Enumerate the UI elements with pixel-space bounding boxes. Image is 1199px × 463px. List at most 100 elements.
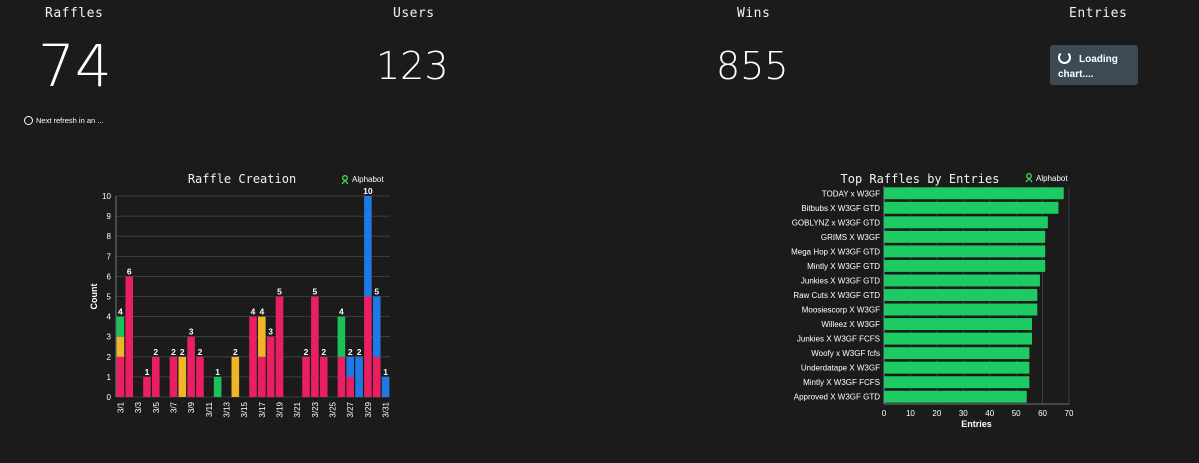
bar-total-label: 2 — [180, 347, 185, 357]
y-tick-label: 8 — [107, 232, 112, 241]
bar-segment — [213, 376, 222, 397]
stat-users-value: 123 — [376, 44, 449, 88]
stat-raffles-label: Raffles — [45, 6, 104, 21]
bar-segment — [364, 296, 372, 397]
category-label: Moosiescorp X W3GF — [802, 306, 880, 315]
alphabot-brand: Alphabot — [352, 175, 384, 184]
chart-title: Top Raffles by Entries — [841, 172, 1000, 186]
category-label: Underdatape X W3GF — [801, 364, 880, 373]
bar-total-label: 10 — [363, 186, 373, 196]
stat-entries-label: Entries — [1069, 6, 1128, 21]
bar-segment — [346, 356, 355, 377]
bar-segment — [169, 356, 178, 397]
x-tick-label: 3/15 — [240, 401, 249, 417]
x-tick-label: 3/23 — [311, 401, 320, 417]
loading-spinner-icon — [1058, 51, 1071, 64]
bar — [884, 332, 1032, 345]
bar — [884, 187, 1064, 200]
x-tick-label: 3/13 — [222, 401, 231, 417]
category-label: Approved X W3GF GTD — [794, 393, 880, 402]
x-tick-label: 3/31 — [382, 401, 391, 417]
y-tick-label: 9 — [107, 212, 112, 221]
bar-total-label: 2 — [304, 347, 309, 357]
bar-total-label: 2 — [321, 347, 326, 357]
category-label: Junkies X W3GF GTD — [801, 276, 880, 285]
bar-segment — [372, 356, 381, 397]
chart-title: Raffle Creation — [188, 172, 296, 186]
bar-total-label: 4 — [118, 307, 123, 317]
category-label: GRIMS X W3GF — [821, 233, 880, 242]
bar-total-label: 4 — [259, 307, 264, 317]
bar — [884, 245, 1046, 258]
y-tick-label: 7 — [107, 252, 112, 261]
x-tick-label: 3/9 — [187, 401, 196, 413]
x-tick-label: 70 — [1065, 409, 1074, 418]
y-tick-label: 10 — [102, 192, 111, 201]
stat-wins-label: Wins — [737, 6, 771, 21]
x-tick-label: 50 — [1012, 409, 1021, 418]
bar-segment — [266, 336, 275, 397]
bar — [884, 376, 1030, 389]
stat-users-label: Users — [393, 6, 435, 21]
bar-segment — [116, 316, 125, 337]
bar-segment — [258, 316, 266, 357]
x-tick-label: 3/11 — [205, 401, 214, 417]
bar-segment — [249, 316, 257, 397]
stat-raffles-value: 74 — [38, 32, 112, 100]
alphabot-logo-icon — [1025, 173, 1033, 183]
bar-total-label: 2 — [153, 347, 158, 357]
bar-segment — [187, 336, 195, 397]
bar — [884, 259, 1046, 272]
bar-segment — [337, 316, 346, 357]
x-axis-label: Entries — [961, 419, 992, 429]
bar — [884, 318, 1032, 331]
y-tick-label: 6 — [107, 272, 112, 281]
bar-segment — [151, 356, 160, 397]
bar-total-label: 2 — [348, 347, 353, 357]
bar-segment — [125, 276, 134, 397]
bar-total-label: 4 — [251, 307, 256, 317]
bar-total-label: 2 — [171, 347, 176, 357]
x-tick-label: 3/1 — [116, 401, 125, 413]
bar-segment — [258, 356, 266, 397]
bar-segment — [196, 356, 204, 397]
x-tick-label: 0 — [882, 409, 887, 418]
category-label: TODAY x W3GF — [822, 189, 880, 198]
x-tick-label: 10 — [906, 409, 915, 418]
x-tick-label: 40 — [985, 409, 994, 418]
clock-icon — [24, 116, 33, 125]
x-tick-label: 3/17 — [258, 401, 267, 417]
x-tick-label: 3/7 — [169, 401, 178, 413]
alphabot-brand: Alphabot — [1036, 174, 1068, 183]
category-label: Mega Hop X W3GF GTD — [791, 247, 880, 256]
bar-segment — [178, 356, 187, 397]
category-label: GOBLYNZ x W3GF GTD — [792, 218, 881, 227]
bar-segment — [319, 356, 328, 397]
refresh-text: Next refresh in an ... — [36, 116, 104, 125]
x-tick-label: 3/21 — [293, 401, 302, 417]
x-tick-label: 3/27 — [346, 401, 355, 417]
bar-total-label: 5 — [277, 287, 282, 297]
category-label: Raw Cuts X W3GF GTD — [793, 291, 880, 300]
x-tick-label: 3/5 — [152, 401, 161, 413]
bar — [884, 216, 1048, 229]
bar-total-label: 2 — [357, 347, 362, 357]
category-label: Mintly X W3GF GTD — [807, 262, 880, 271]
loading-chart-indicator: Loading chart.... — [1050, 45, 1138, 85]
category-label: Willeez X W3GF — [821, 320, 880, 329]
bar-total-label: 5 — [374, 287, 379, 297]
bar-segment — [116, 336, 125, 357]
bar — [884, 361, 1030, 374]
bar-segment — [302, 356, 310, 397]
x-tick-label: 30 — [959, 409, 968, 418]
bar-segment — [275, 296, 284, 397]
y-axis-label: Count — [89, 284, 99, 310]
bar-segment — [337, 356, 346, 397]
bar — [884, 289, 1038, 301]
x-tick-label: 3/3 — [134, 401, 143, 413]
bar — [884, 230, 1046, 243]
bar-total-label: 2 — [198, 347, 203, 357]
loading-text: Loading chart.... — [1058, 54, 1118, 80]
bar — [884, 274, 1040, 287]
bar-segment — [355, 356, 363, 397]
